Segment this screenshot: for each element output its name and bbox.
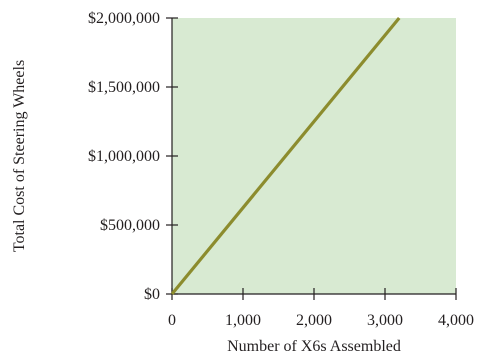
series-line [170, 16, 401, 296]
series-layer [170, 16, 401, 296]
y-tick-label: $0 [144, 286, 160, 303]
x-tick-label: 4,000 [438, 312, 474, 329]
y-tick-label: $1,500,000 [88, 79, 160, 96]
x-tick-label: 0 [168, 312, 176, 329]
x-tick-label: 1,000 [225, 312, 261, 329]
x-tick-label: 3,000 [367, 312, 403, 329]
plot-area [172, 18, 456, 294]
y-axis-ticks: $0 $500,000 $1,000,000 $1,500,000 $2,000,000 [88, 10, 178, 303]
y-tick-label: $500,000 [100, 217, 160, 234]
x-axis-title: Number of X6s Assembled [227, 338, 401, 355]
x-axis-ticks: 0 1,000 2,000 3,000 4,000 [168, 288, 474, 329]
x-tick-label: 2,000 [296, 312, 332, 329]
y-tick-label: $1,000,000 [88, 148, 160, 165]
y-tick-label: $2,000,000 [88, 10, 160, 27]
y-axis-title: Total Cost of Steering Wheels [11, 60, 28, 252]
